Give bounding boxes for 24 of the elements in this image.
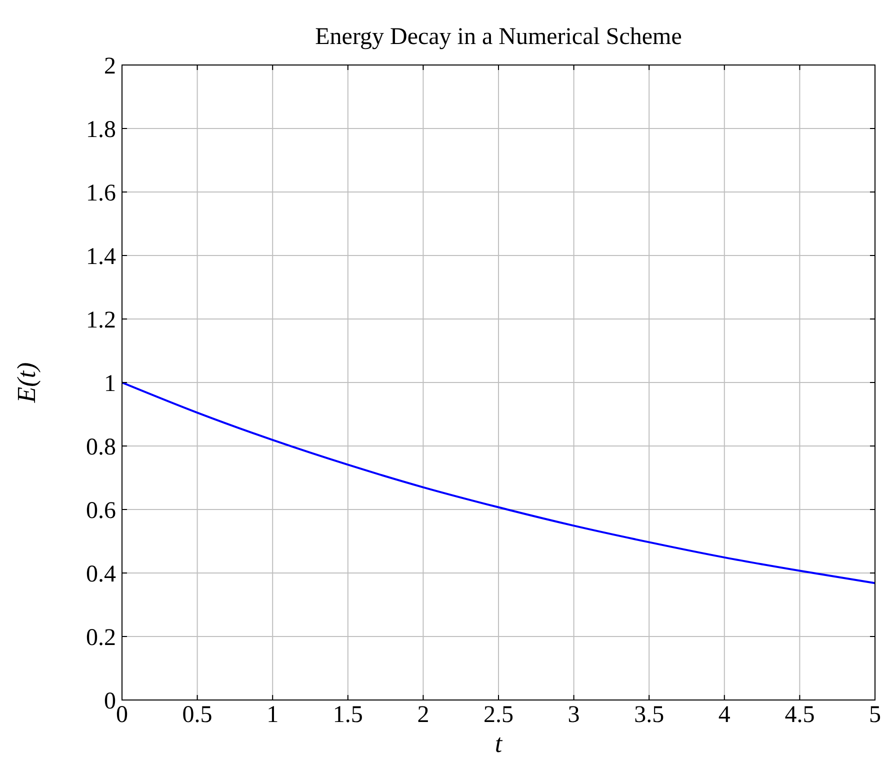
x-tick-label: 1 (266, 702, 279, 728)
x-tick-label: 0.5 (182, 702, 212, 728)
y-tick-label: 0.2 (86, 624, 116, 651)
y-tick-label: 1.6 (86, 180, 116, 206)
y-tick-label: 0.8 (86, 434, 116, 460)
line-series (121, 382, 876, 584)
x-tick-label: 4 (718, 702, 730, 728)
x-tick-label: 5 (869, 702, 881, 728)
x-axis-title: t (494, 729, 503, 758)
y-axis-title: E(t) (12, 362, 41, 404)
chart-title: Energy Decay in a Numerical Scheme (315, 24, 682, 50)
y-tick-label: 0.6 (86, 498, 116, 524)
y-tick-label: 1.8 (86, 116, 116, 143)
x-tick-label: 4.5 (784, 702, 815, 728)
x-tick-label: 2 (417, 702, 430, 728)
y-tick-label: 1 (104, 370, 116, 397)
y-tick-label: 2 (104, 53, 116, 80)
x-tick-label: 3 (568, 702, 580, 728)
x-tick-label: 1.5 (332, 702, 363, 728)
x-tick-label: 2.5 (484, 702, 514, 728)
y-tick-label: 1.2 (86, 307, 116, 334)
y-tick-label: 0.4 (86, 561, 116, 588)
x-tick-label: 3.5 (634, 702, 664, 728)
y-tick-label: 1.4 (86, 244, 116, 270)
